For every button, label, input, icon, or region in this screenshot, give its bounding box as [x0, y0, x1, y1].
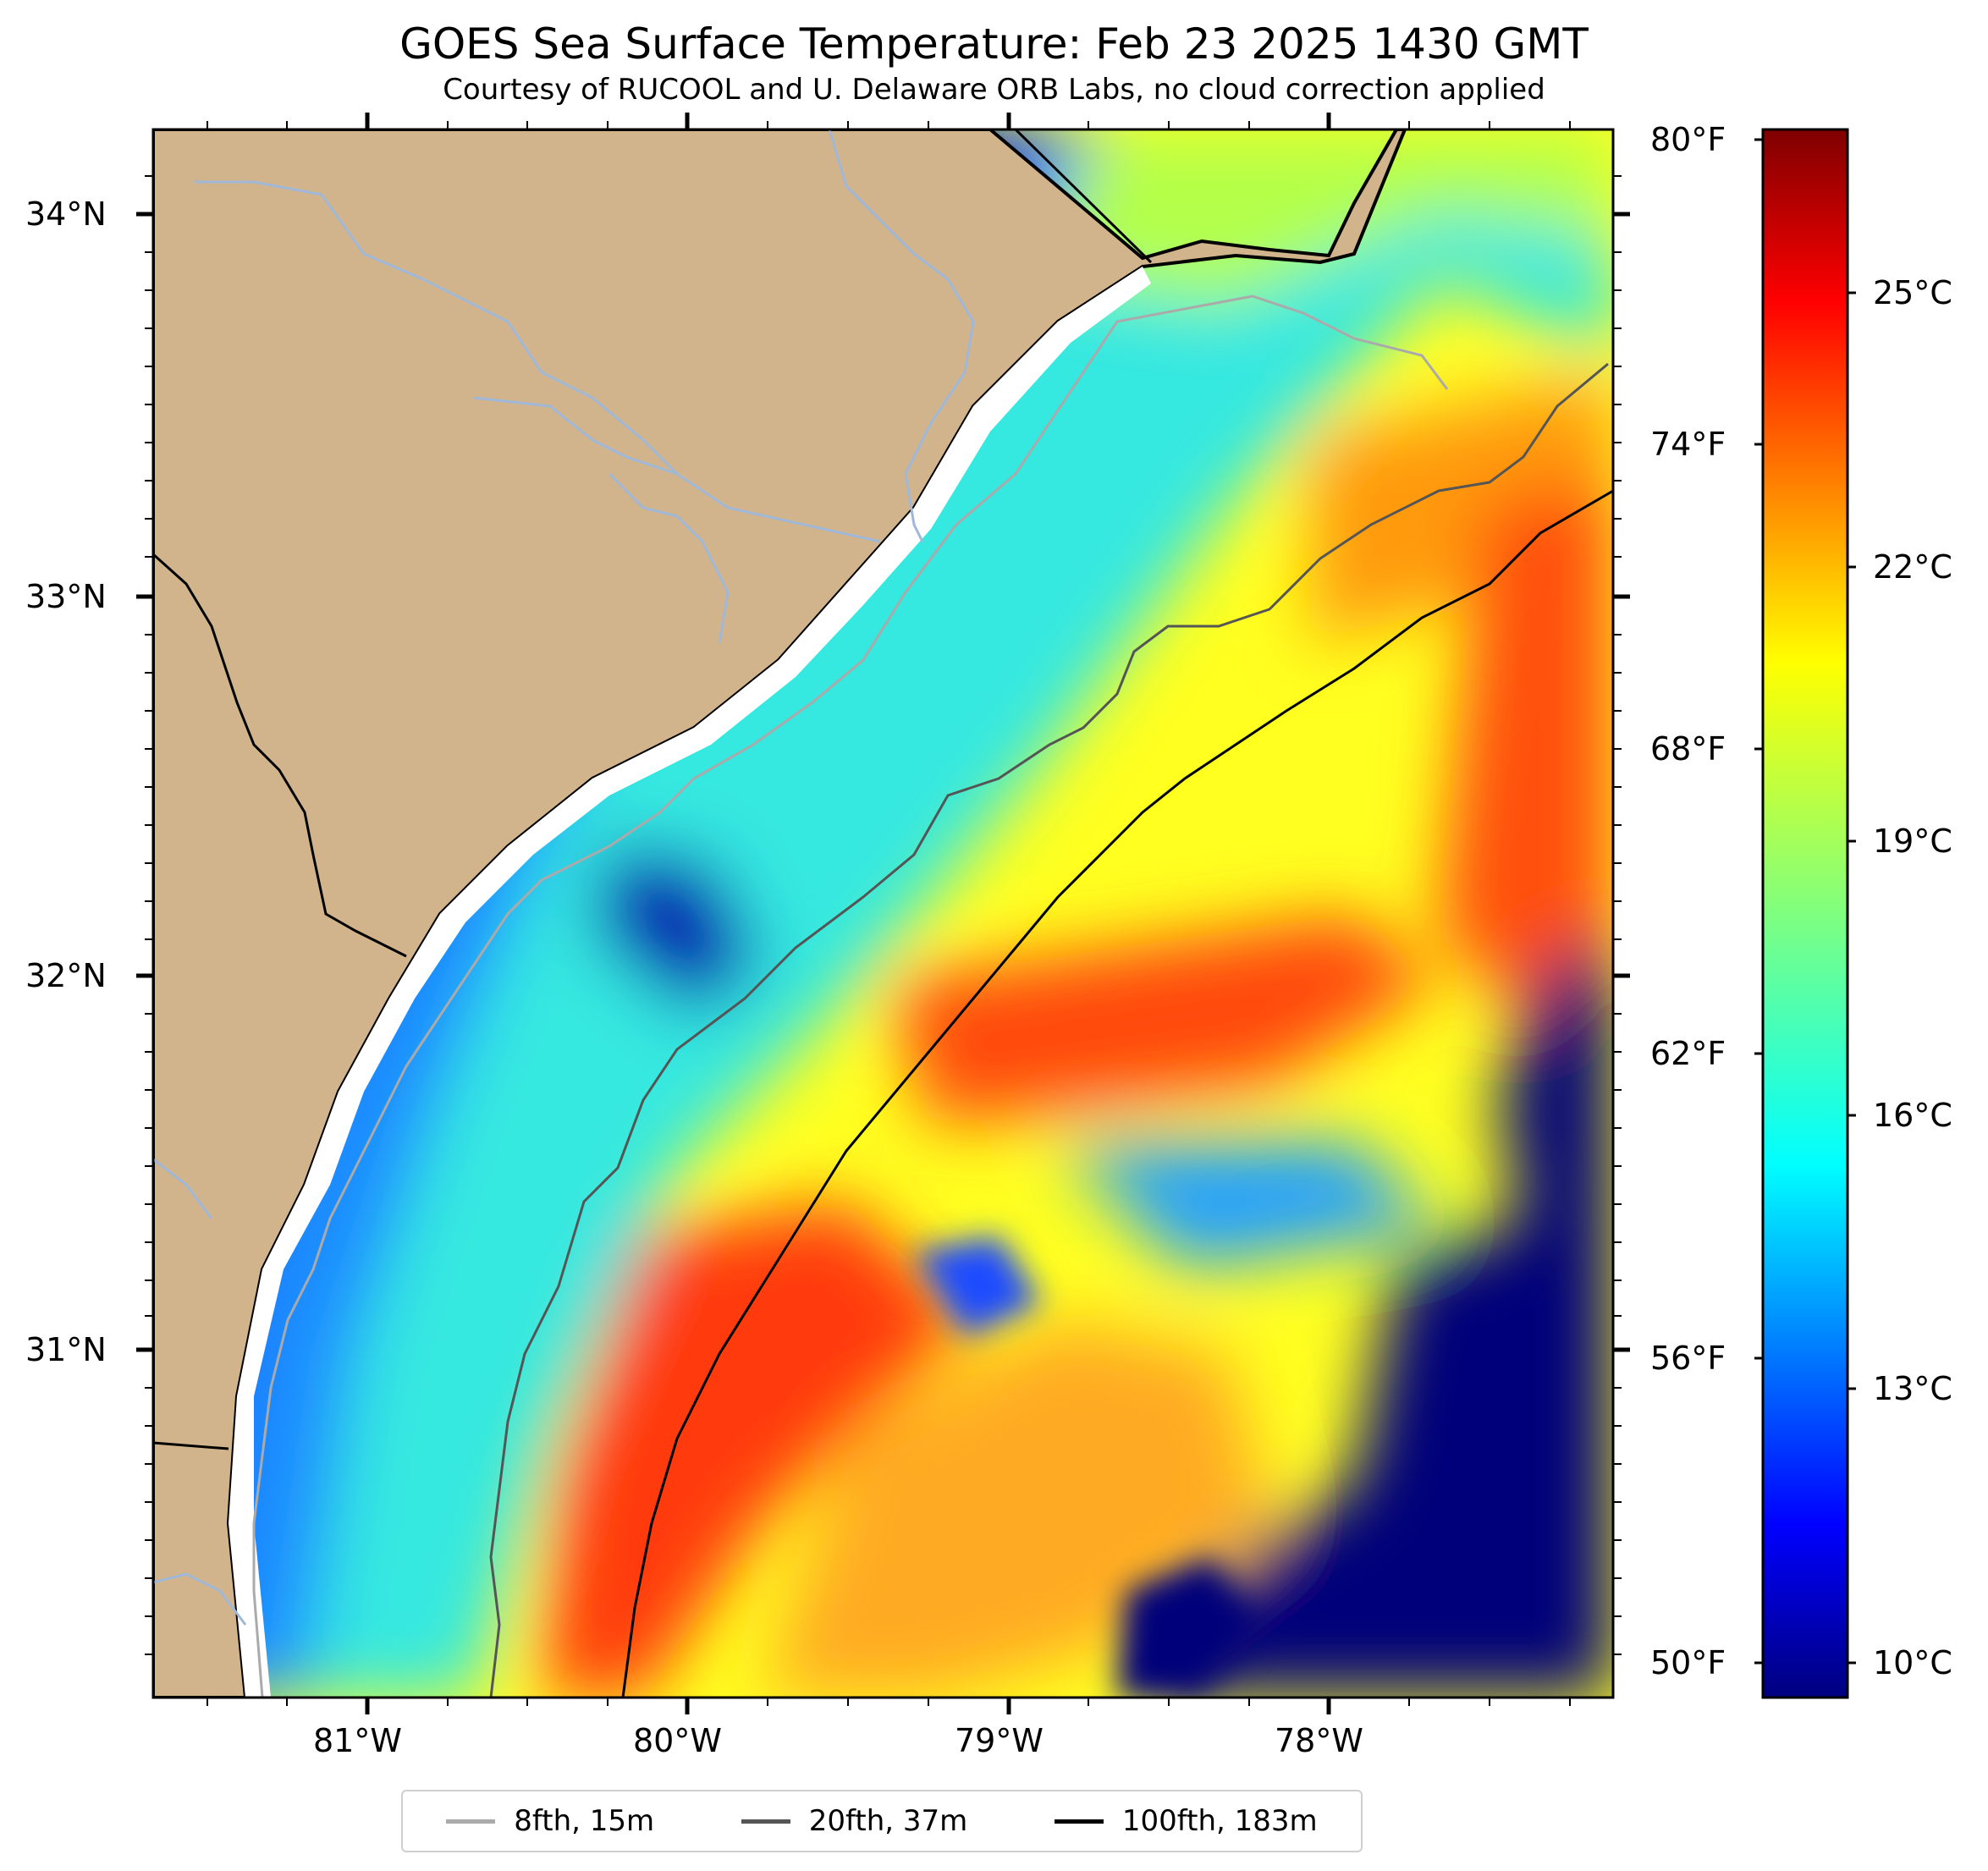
legend-line-8fth: [446, 1819, 496, 1824]
colorbar-f-label-74: 74°F: [1650, 426, 1726, 463]
bathymetry-legend: 8fth, 15m 20fth, 37m 100fth, 183m: [401, 1790, 1363, 1852]
legend-label-20fth: 20fth, 37m: [808, 1804, 968, 1838]
legend-label-8fth: 8fth, 15m: [514, 1804, 655, 1838]
lat-label-32: 32°N: [25, 957, 107, 994]
colorbar-c-label-16: 16°C: [1873, 1097, 1952, 1134]
contour-20fth: [489, 362, 1609, 1698]
colorbar-c-label-10: 10°C: [1873, 1644, 1952, 1681]
lon-label-78: 78°W: [1275, 1722, 1363, 1759]
colorbar-f-label-62: 62°F: [1650, 1035, 1726, 1072]
map-frame: [151, 128, 1615, 1699]
colorbar: [1761, 128, 1849, 1699]
colorbar-f-label-50: 50°F: [1650, 1644, 1726, 1681]
colorbar-ticks: [1754, 138, 1856, 1665]
map-title: GOES Sea Surface Temperature: Feb 23 202…: [399, 19, 1589, 69]
coastal-nodata-strip: [229, 267, 1151, 1698]
legend-item-8fth: 8fth, 15m: [446, 1804, 654, 1838]
lon-label-80: 80°W: [633, 1722, 722, 1759]
contour-100fth: [621, 489, 1613, 1698]
legend-line-20fth: [741, 1819, 790, 1824]
lat-label-34: 34°N: [25, 195, 107, 233]
lon-label-81: 81°W: [313, 1722, 402, 1759]
lat-label-33: 33°N: [25, 578, 107, 615]
colorbar-c-label-19: 19°C: [1873, 823, 1952, 860]
colorbar-f-label-68: 68°F: [1650, 730, 1726, 768]
state-border-ga: [153, 1441, 229, 1450]
legend-item-20fth: 20fth, 37m: [741, 1804, 968, 1838]
state-border-nc: [1014, 129, 1153, 264]
colorbar-c-label-25: 25°C: [1873, 274, 1952, 311]
colorbar-f-label-56: 56°F: [1650, 1340, 1726, 1377]
lon-label-79: 79°W: [955, 1722, 1044, 1759]
lat-label-31: 31°N: [25, 1331, 107, 1368]
legend-line-100fth: [1054, 1819, 1104, 1824]
colorbar-c-label-13: 13°C: [1873, 1370, 1952, 1407]
colorbar-c-label-22: 22°C: [1873, 548, 1952, 586]
state-border: [153, 553, 407, 958]
rivers: [153, 129, 975, 1626]
map-subtitle: Courtesy of RUCOOL and U. Delaware ORB L…: [443, 73, 1545, 107]
legend-item-100fth: 100fth, 183m: [1054, 1804, 1318, 1838]
axis-ticks: [136, 113, 1630, 1714]
colorbar-f-label-80: 80°F: [1650, 121, 1726, 158]
contour-8fth: [252, 294, 1449, 1698]
legend-label-100fth: 100fth, 183m: [1121, 1804, 1318, 1838]
